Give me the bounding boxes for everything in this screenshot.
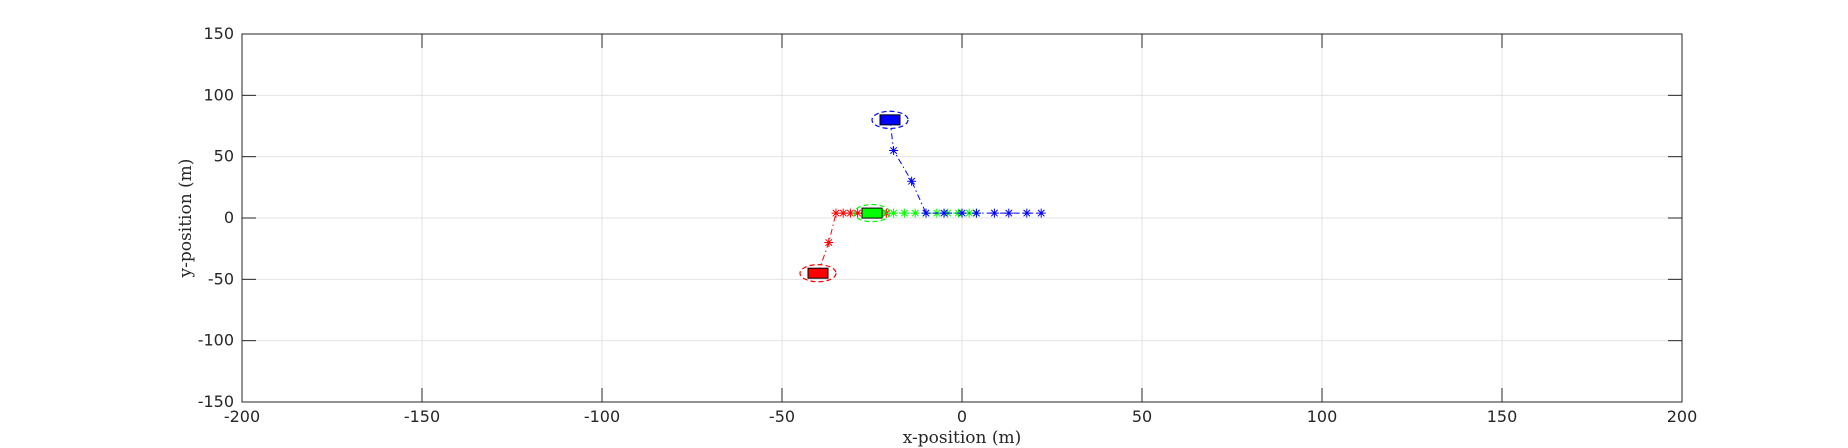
y-tick-label: -150 (198, 392, 234, 411)
green-trajectory-point (889, 208, 899, 218)
red-trajectory-point (845, 208, 855, 218)
red-uncertainty-ellipse (799, 264, 837, 283)
x-tick-label: 150 (1487, 407, 1518, 426)
red-trajectory-point (853, 208, 863, 218)
blue-trajectory-point (971, 208, 981, 218)
green-trajectory-point (910, 208, 920, 218)
tick-labels: -200 -150 -100 -50 0 50 100 150 200-150-100-5005… (198, 24, 1698, 426)
y-tick-label: -50 (208, 269, 234, 288)
blue-trajectory-point (921, 208, 931, 218)
axis-ticks (241, 33, 1683, 403)
y-tick-label: -100 (198, 331, 234, 350)
blue-trajectory-point (907, 176, 917, 186)
blue-vehicle-marker (879, 114, 901, 126)
y-tick-label: 50 (214, 147, 234, 166)
x-tick-label: 100 (1307, 407, 1338, 426)
blue-uncertainty-ellipse (871, 110, 909, 130)
red-trajectory-point (824, 238, 834, 248)
y-axis-label: y-position (m) (176, 159, 196, 279)
blue-trajectory-point (939, 208, 949, 218)
y-tick-label: 150 (203, 24, 234, 43)
blue-trajectory-point (1036, 208, 1046, 218)
red-trajectory-point (831, 208, 841, 218)
y-tick-label: 100 (203, 85, 234, 104)
grid-lines (242, 34, 1682, 402)
x-tick-label: -50 (769, 407, 795, 426)
x-tick-label: 200 (1667, 407, 1698, 426)
blue-trajectory-point (957, 208, 967, 218)
x-tick-label: -150 (404, 407, 440, 426)
blue-series (871, 110, 1046, 218)
red-vehicle-marker (807, 267, 829, 279)
x-tick-label: -100 (584, 407, 620, 426)
blue-trajectory-point (889, 146, 899, 156)
blue-trajectory-point (1004, 208, 1014, 218)
y-tick-label: 0 (224, 208, 234, 227)
green-trajectory-point (878, 208, 888, 218)
x-tick-label: -200 (224, 407, 260, 426)
plot-area (241, 33, 1683, 403)
green-trajectory-point (899, 208, 909, 218)
blue-trajectory-point (1022, 208, 1032, 218)
green-uncertainty-ellipse (853, 203, 891, 223)
green-vehicle-marker (861, 207, 883, 219)
red-trajectory-point (838, 208, 848, 218)
blue-trajectory-point (989, 208, 999, 218)
x-tick-label: 0 (957, 407, 967, 426)
x-axis-label: x-position (m) (903, 428, 1022, 448)
x-tick-label: 50 (1132, 407, 1152, 426)
series-layer (799, 110, 1046, 283)
